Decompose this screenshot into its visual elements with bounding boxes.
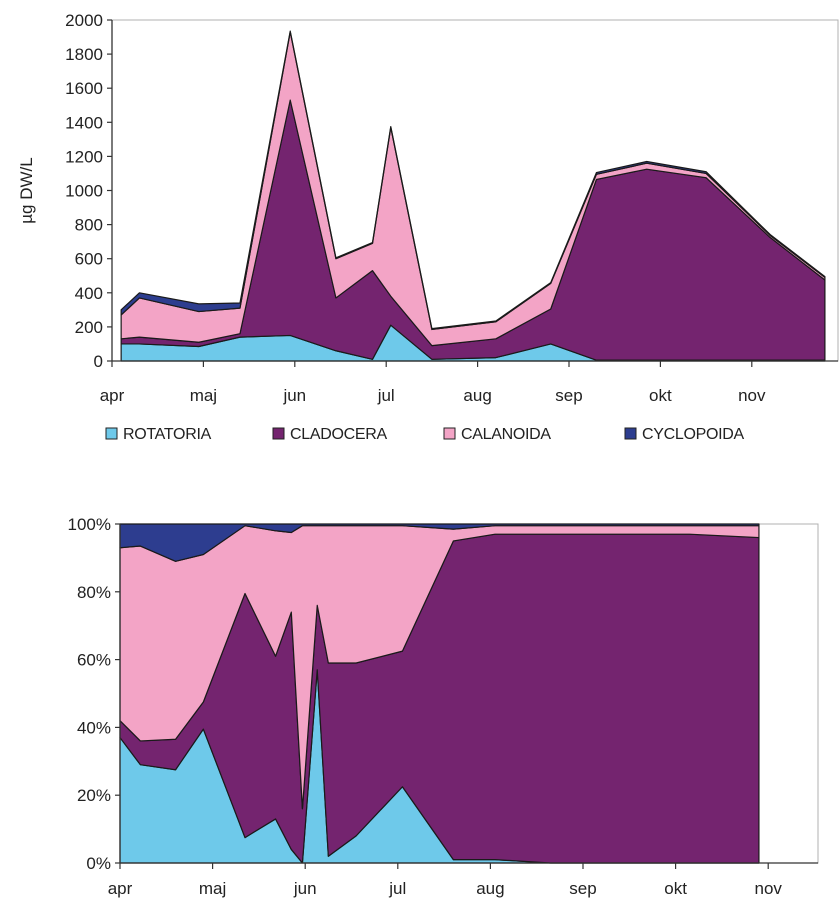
area-cyclopoida xyxy=(120,30,826,331)
x-tick-label: jul xyxy=(377,386,395,405)
y-tick-label: 0 xyxy=(94,352,103,371)
chart-absolute-biomass: 0 200 400 600 800 1000 1200 1400 1600 1800 2000 apr… xyxy=(17,11,839,443)
y-tick-label: 1400 xyxy=(65,113,103,132)
y-tick-label: 100% xyxy=(68,515,111,534)
legend-swatch-cladocera xyxy=(272,427,285,440)
legend-swatch-cyclopoida xyxy=(624,427,637,440)
legend-label-cladocera: CLADOCERA xyxy=(290,426,388,443)
x-tick-label: maj xyxy=(199,879,226,898)
y-tick-label: 0% xyxy=(86,854,111,873)
x-tick-label: aug xyxy=(463,386,491,405)
y-tick-label: 1800 xyxy=(65,45,103,64)
x-tick-label: nov xyxy=(738,386,766,405)
x-tick-label: sep xyxy=(555,386,582,405)
y-axis-title: µg DW/L xyxy=(17,157,36,223)
area-cyclopoida xyxy=(119,523,760,562)
y-tick-label: 80% xyxy=(77,583,111,602)
y-tick-label: 400 xyxy=(75,284,103,303)
y-tick-label: 20% xyxy=(77,786,111,805)
y-tick-label: 1600 xyxy=(65,79,103,98)
y-tick-label: 200 xyxy=(75,318,103,337)
legend-label-calanoida: CALANOIDA xyxy=(461,426,551,443)
y-tick-label: 1000 xyxy=(65,182,103,201)
x-tick-label: nov xyxy=(754,879,782,898)
x-tick-label: maj xyxy=(190,386,217,405)
legend-swatch-rotatoria xyxy=(105,427,118,440)
x-tick-label: sep xyxy=(569,879,596,898)
legend-label-cyclopoida: CYCLOPOIDA xyxy=(642,426,745,443)
y-tick-label: 600 xyxy=(75,250,103,269)
x-tick-label: jul xyxy=(388,879,406,898)
legend-swatch-calanoida xyxy=(443,427,456,440)
y-tick-label: 2000 xyxy=(65,11,103,30)
y-tick-label: 1200 xyxy=(65,147,103,166)
y-tick-label: 800 xyxy=(75,216,103,235)
x-tick-label: apr xyxy=(108,879,133,898)
x-tick-label: aug xyxy=(476,879,504,898)
x-tick-label: okt xyxy=(649,386,672,405)
x-tick-label: okt xyxy=(664,879,687,898)
x-tick-label: jun xyxy=(282,386,306,405)
x-tick-label: jun xyxy=(293,879,317,898)
legend-label-rotatoria: ROTATORIA xyxy=(123,426,212,443)
y-tick-label: 60% xyxy=(77,651,111,670)
x-tick-label: apr xyxy=(100,386,125,405)
y-tick-label: 40% xyxy=(77,718,111,737)
